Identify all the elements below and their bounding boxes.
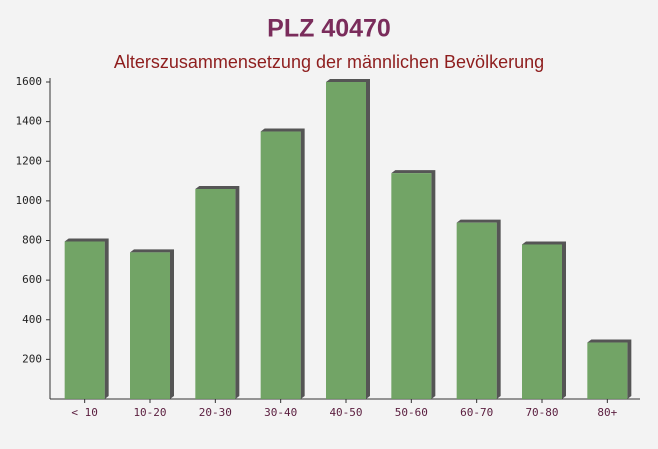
bar — [456, 222, 497, 399]
bar — [391, 173, 432, 399]
x-tick-label: 60-70 — [460, 406, 493, 419]
x-tick-label: 10-20 — [133, 406, 166, 419]
bar — [587, 342, 628, 399]
chart-title: PLZ 40470 — [267, 15, 391, 43]
bar — [130, 252, 170, 399]
bar — [195, 188, 236, 399]
y-tick-label: 600 — [22, 273, 42, 286]
bar — [522, 244, 562, 399]
x-tick-label: 20-30 — [199, 406, 232, 419]
y-tick-label: 1000 — [16, 194, 43, 207]
x-tick-label: 70-80 — [525, 406, 558, 419]
y-tick-label: 200 — [22, 352, 42, 365]
y-tick-label: 800 — [22, 234, 42, 247]
bar — [326, 82, 366, 399]
x-tick-label: < 10 — [71, 406, 98, 419]
x-tick-label: 50-60 — [395, 406, 428, 419]
x-tick-label: 80+ — [597, 406, 617, 419]
y-tick-label: 400 — [22, 313, 42, 326]
y-tick-label: 1200 — [16, 154, 43, 167]
x-tick-label: 40-50 — [329, 406, 362, 419]
y-tick-label: 1600 — [16, 75, 43, 88]
chart-subtitle: Alterszusammensetzung der männlichen Bev… — [114, 52, 544, 72]
bar — [260, 131, 301, 399]
bar — [64, 241, 105, 399]
y-tick-label: 1400 — [16, 115, 43, 128]
x-tick-label: 30-40 — [264, 406, 297, 419]
